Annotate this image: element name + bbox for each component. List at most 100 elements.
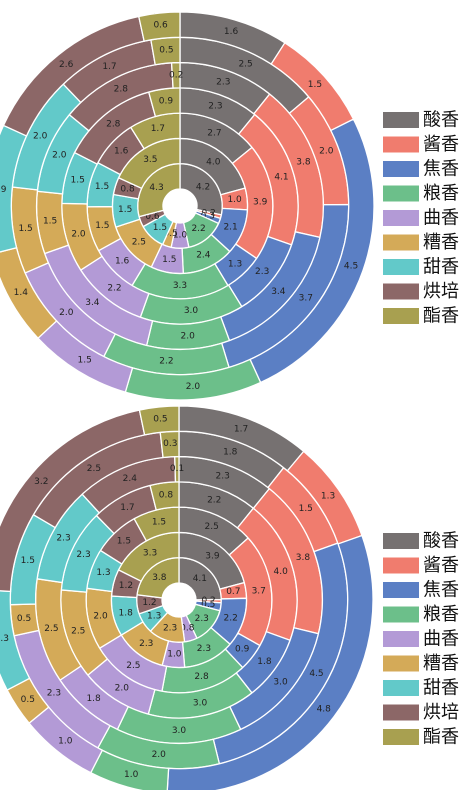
- legend-label: 酱香: [423, 134, 459, 155]
- segment-value-label: 2.3: [56, 534, 70, 544]
- segment-value-label: 2.4: [123, 474, 138, 484]
- segment-value-label: 3.9: [253, 198, 268, 208]
- segment-value-label: 3.8: [296, 553, 311, 563]
- segment-value-label: 3.0: [273, 677, 288, 687]
- legend-label: 曲香: [423, 629, 459, 650]
- legend-label: 甜香: [423, 678, 459, 699]
- segment-value-label: 3.3: [143, 548, 157, 558]
- segment-value-label: 3.7: [299, 293, 313, 303]
- segment-value-label: 1.3: [147, 611, 161, 621]
- ring-7: 1.7 1.3 4.8 1.0 1.0 0.5 1.3 3.2 0.5: [0, 405, 374, 790]
- segment-value-label: 0.3: [201, 211, 215, 221]
- segment-value-label: 0.1: [170, 464, 184, 474]
- segment-value-label: 4.5: [309, 669, 323, 679]
- segment-value-label: 2.4: [196, 251, 211, 261]
- ring-7: 1.6 1.5 4.5 2.0 1.5 1.4 1.9 2.6 0.6: [0, 11, 375, 401]
- segment-value-label: 2.3: [76, 550, 90, 560]
- legend-label: 酯香: [423, 306, 459, 327]
- segment-value-label: 2.2: [159, 356, 173, 366]
- segment-value-label: 3.0: [193, 698, 208, 708]
- segment-value-label: 2.0: [186, 382, 201, 392]
- segment-value-label: 4.0: [273, 567, 288, 577]
- segment-value-label: 1.2: [142, 598, 156, 608]
- segment-value-label: 0.8: [120, 185, 135, 195]
- segment-value-label: 1.5: [78, 355, 92, 365]
- segment-value-label: 1.5: [118, 205, 132, 215]
- segment-value-label: 1.6: [114, 146, 129, 156]
- legend-swatch: [383, 210, 419, 226]
- segment-value-label: 2.3: [197, 644, 211, 654]
- segment-value-label: 1.8: [223, 448, 238, 458]
- segment-value-label: 1.7: [151, 124, 165, 134]
- segment-value-label: 2.0: [71, 230, 86, 240]
- segment-value-label: 2.0: [33, 132, 48, 142]
- ring-segment: [166, 534, 374, 790]
- segment-value-label: 2.3: [163, 623, 177, 633]
- segment-value-label: 1.7: [102, 62, 116, 72]
- segment-value-label: 2.0: [115, 684, 130, 694]
- segment-value-label: 3.9: [205, 551, 220, 561]
- segment-value-label: 0.2: [201, 596, 215, 606]
- segment-value-label: 2.7: [207, 129, 221, 139]
- segment-value-label: 3.4: [271, 287, 286, 297]
- legend-swatch: [383, 185, 419, 202]
- segment-value-label: 2.5: [126, 661, 140, 671]
- segment-value-label: 0.7: [226, 587, 240, 597]
- segment-value-label: 0.5: [164, 229, 178, 239]
- segment-value-label: 3.0: [172, 726, 187, 736]
- segment-value-label: 0.5: [17, 614, 31, 624]
- legend-label: 酸香: [423, 531, 459, 552]
- segment-value-label: 1.5: [95, 221, 109, 231]
- legend-label: 酸香: [423, 110, 459, 131]
- segment-value-label: 0.8: [180, 623, 195, 633]
- segment-value-label: 2.5: [87, 464, 101, 474]
- segment-value-label: 4.5: [344, 261, 358, 271]
- legend-swatch: [383, 704, 419, 721]
- segment-value-label: 1.5: [162, 255, 176, 265]
- segment-value-label: 0.6: [153, 21, 168, 31]
- segment-value-label: 1.0: [173, 231, 188, 241]
- legend-swatch: [383, 582, 419, 598]
- legend-swatch: [383, 606, 419, 623]
- segment-value-label: 1.4: [14, 288, 29, 298]
- segment-value-label: 2.5: [238, 59, 252, 69]
- segment-value-label: 2.3: [216, 78, 230, 88]
- segment-value-label: 2.3: [208, 102, 222, 112]
- segment-value-label: 2.2: [207, 496, 221, 506]
- segment-value-label: 2.3: [216, 472, 230, 482]
- legend-swatch: [383, 557, 419, 574]
- segment-value-label: 1.0: [58, 736, 73, 746]
- legend-label: 曲香: [423, 208, 459, 229]
- ring-1: 4.2 0.20.3 2.21.00.51.50.6 4.3: [137, 163, 223, 249]
- ring-2: 3.9 0.7 2.2 2.3 1.0 2.3 1.8 1.2 3.3: [110, 531, 248, 669]
- segment-value-label: 1.5: [18, 224, 32, 234]
- segment-value-label: 1.0: [227, 195, 242, 205]
- segment-value-label: 0.5: [153, 415, 167, 425]
- segment-value-label: 4.1: [274, 172, 288, 182]
- segment-value-label: 2.8: [114, 84, 129, 94]
- legend-label: 焦香: [423, 159, 459, 180]
- segment-value-label: 2.0: [52, 151, 67, 161]
- legend-swatch: [383, 631, 419, 647]
- legend-swatch: [383, 161, 419, 177]
- segment-value-label: 1.6: [224, 27, 239, 37]
- segment-value-label: 1.5: [299, 504, 313, 514]
- legend-label: 糟香: [423, 232, 459, 253]
- segment-value-label: 3.4: [85, 298, 100, 308]
- segment-value-label: 3.3: [173, 281, 187, 291]
- legend-swatch: [383, 729, 419, 745]
- segment-value-label: 4.1: [193, 574, 207, 584]
- legend-swatch: [383, 112, 419, 128]
- segment-value-label: 3.5: [143, 155, 157, 165]
- segment-value-label: 2.3: [139, 639, 153, 649]
- legend-swatch: [383, 308, 419, 324]
- chart-1: 优级酒4.20.20.32.21.00.51.50.64.34.01.02.12…: [0, 11, 459, 401]
- segment-value-label: 2.8: [106, 119, 121, 129]
- segment-value-label: 2.0: [59, 308, 74, 318]
- ring-2: 4.0 1.0 2.1 2.4 1.5 2.5 1.5 0.8 3.5: [111, 137, 249, 275]
- segment-value-label: 3.8: [152, 573, 167, 583]
- segment-value-label: 0.8: [159, 490, 174, 500]
- segment-value-label: 3.7: [252, 586, 266, 596]
